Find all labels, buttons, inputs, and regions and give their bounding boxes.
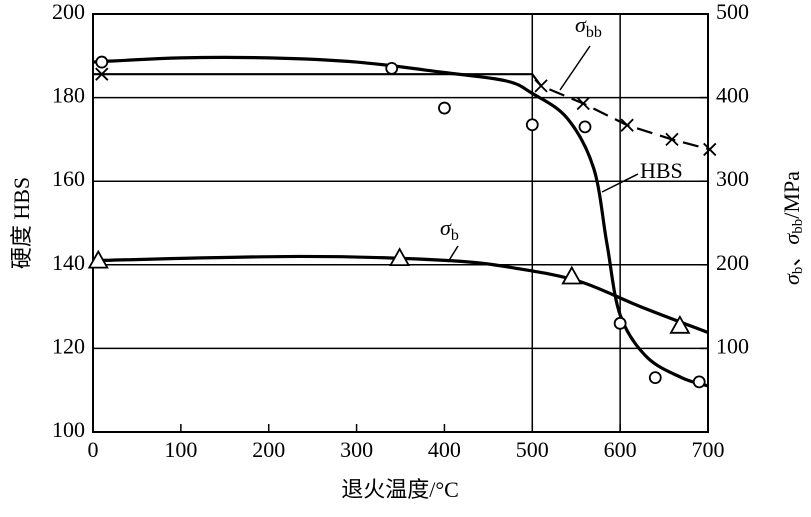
marker bbox=[613, 316, 627, 330]
y-tick-label: 160 bbox=[52, 166, 85, 191]
y2-label-part: bb bbox=[790, 219, 806, 234]
annotation-part: bb bbox=[586, 24, 602, 41]
annotation: HBS bbox=[640, 158, 683, 183]
marker bbox=[385, 61, 399, 75]
y2-tick-label: 500 bbox=[716, 0, 749, 24]
annotation-part: HBS bbox=[640, 158, 683, 183]
marker bbox=[534, 79, 548, 93]
series-line bbox=[92, 55, 709, 388]
marker bbox=[648, 371, 662, 385]
y2-tick-label: 200 bbox=[716, 250, 749, 275]
marker bbox=[389, 247, 411, 267]
marker bbox=[669, 314, 691, 334]
y-tick-label: 120 bbox=[52, 333, 85, 358]
marker bbox=[620, 118, 634, 132]
annotation: σbb bbox=[575, 12, 602, 41]
y2-label-part: b bbox=[790, 267, 806, 275]
x-tick-label: 400 bbox=[428, 437, 461, 462]
y2-tick-label: 400 bbox=[716, 83, 749, 108]
marker bbox=[561, 265, 583, 285]
x-tick-label: 500 bbox=[516, 437, 549, 462]
marker bbox=[665, 132, 679, 147]
y-tick-label: 180 bbox=[52, 83, 85, 108]
y-axis-label: 硬度 HBS bbox=[9, 177, 34, 269]
x-tick-label: 600 bbox=[604, 437, 637, 462]
marker bbox=[576, 96, 590, 111]
y2-tick-label: 300 bbox=[716, 166, 749, 191]
x-tick-label: 700 bbox=[692, 437, 725, 462]
x-tick-label: 300 bbox=[340, 437, 373, 462]
marker bbox=[578, 120, 592, 134]
y2-axis-label: σb、σbb/MPa bbox=[779, 171, 806, 285]
plot-frame bbox=[92, 13, 709, 433]
x-tick-label: 200 bbox=[252, 437, 285, 462]
marker bbox=[438, 101, 451, 115]
series-line bbox=[92, 254, 709, 335]
y-tick-label: 140 bbox=[52, 250, 85, 275]
y-tick-label: 100 bbox=[52, 417, 85, 442]
x-axis-label: 退火温度/°C bbox=[341, 477, 459, 502]
x-tick-label: 0 bbox=[88, 437, 99, 462]
annotation-part: σ bbox=[440, 215, 452, 240]
leader-line bbox=[559, 45, 591, 91]
y-tick-label: 200 bbox=[52, 0, 85, 24]
series-line bbox=[93, 73, 711, 151]
marker bbox=[95, 67, 109, 81]
marker bbox=[525, 118, 539, 132]
y2-label-part: /MPa bbox=[779, 171, 804, 219]
marker bbox=[87, 249, 109, 269]
y2-label-part: 、 bbox=[779, 245, 804, 267]
annotation-part: b bbox=[451, 227, 459, 244]
marker bbox=[703, 142, 717, 157]
annotation: σb bbox=[440, 215, 459, 244]
y2-label-part: σ bbox=[779, 273, 804, 285]
y2-tick-label: 100 bbox=[716, 333, 749, 358]
x-tick-label: 100 bbox=[164, 437, 197, 462]
y2-label-part: σ bbox=[779, 233, 804, 245]
annotation-part: σ bbox=[575, 12, 587, 37]
marker bbox=[95, 55, 109, 69]
marker bbox=[692, 375, 706, 389]
